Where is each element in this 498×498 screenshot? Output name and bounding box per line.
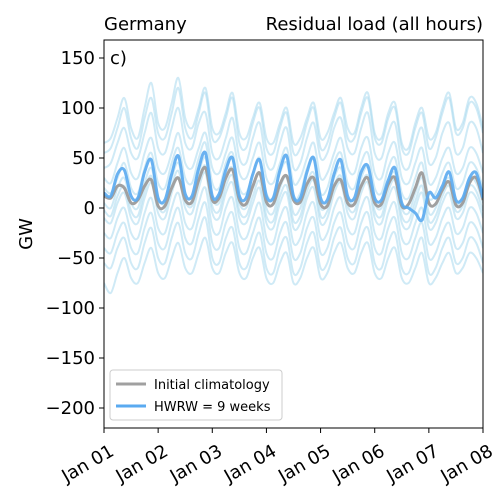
y-tick-label: −100 (46, 298, 95, 319)
title-left-group: Germany (104, 14, 187, 35)
y-tick-label: 50 (72, 148, 95, 169)
climatology-line (104, 165, 483, 211)
x-tick-label: Jan 05 (274, 441, 334, 488)
chart-title-right: Residual load (all hours) (266, 14, 483, 35)
x-tick-label: Jan 03 (166, 441, 226, 488)
x-tick-label: Jan 01 (58, 441, 118, 488)
ensemble-line-0 (104, 86, 483, 157)
y-axis-label: GW (16, 218, 37, 250)
y-tick-label: −150 (46, 348, 95, 369)
ensemble-line-6 (104, 186, 483, 247)
x-tick-label: Jan 06 (328, 441, 388, 488)
plot-frame (103, 39, 484, 429)
y-axis: −200 −150 −100 −50 0 50 100 150 (46, 48, 104, 419)
ensemble-line-7 (104, 201, 483, 262)
panel-label: c) (110, 48, 127, 69)
ensemble-line-2 (104, 131, 483, 186)
ensemble-line-9 (104, 236, 483, 295)
x-tick-label: Jan 07 (382, 441, 442, 488)
y-tick-label: −50 (57, 248, 95, 269)
legend-box (109, 369, 283, 421)
hwrw-line (104, 150, 483, 223)
series-lines (104, 150, 483, 223)
x-tick-label: Jan 02 (112, 441, 172, 488)
ensemble-line-1 (104, 106, 483, 172)
y-tick-label: 150 (61, 48, 95, 69)
title-right-group: Residual load (all hours) (266, 14, 483, 35)
ensemble-line-10 (104, 76, 483, 151)
legend-label-hwrw: HWRW = 9 weeks (154, 400, 271, 415)
x-tick-label: Jan 04 (220, 441, 280, 488)
ensemble-line-5 (104, 171, 483, 232)
x-tick-label: Jan 08 (437, 441, 497, 488)
legend: Initial climatology HWRW = 9 weeks (109, 369, 283, 421)
legend-label-climatology: Initial climatology (154, 378, 270, 393)
y-tick-label: −200 (46, 398, 95, 419)
y-tick-label: 0 (84, 198, 95, 219)
ensemble-line-8 (104, 216, 483, 277)
y-tick-label: 100 (61, 98, 95, 119)
chart-title-left: Germany (104, 14, 187, 35)
